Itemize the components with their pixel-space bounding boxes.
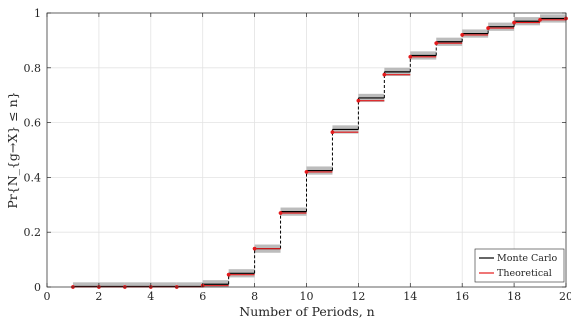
x-tick-label: 4	[147, 290, 154, 303]
theoretical-point	[356, 98, 361, 103]
monte-carlo-band	[176, 282, 203, 287]
theoretical-point	[434, 41, 439, 46]
monte-carlo-band	[124, 282, 151, 287]
legend-theoretical-label: Theoretical	[497, 268, 552, 279]
theoretical-point	[512, 20, 517, 25]
theoretical-point	[330, 130, 335, 135]
theoretical-point	[252, 246, 257, 251]
monte-carlo-band	[150, 282, 177, 287]
y-tick-label: 0.6	[24, 117, 42, 130]
theoretical-point	[304, 169, 309, 174]
x-tick-label: 10	[300, 290, 314, 303]
theoretical-point	[486, 26, 491, 31]
theoretical-point	[382, 72, 387, 77]
x-tick-label: 20	[559, 290, 571, 303]
y-tick-label: 1	[34, 7, 41, 20]
monte-carlo-band	[202, 280, 229, 287]
x-tick-label: 0	[44, 290, 51, 303]
y-tick-label: 0.4	[24, 171, 42, 184]
x-tick-label: 8	[251, 290, 258, 303]
theoretical-point	[538, 17, 542, 22]
legend-box	[474, 248, 565, 283]
theoretical-point	[408, 54, 413, 59]
confidence-bands	[72, 14, 566, 287]
x-tick-label: 6	[199, 290, 206, 303]
x-tick-label: 14	[403, 290, 417, 303]
theoretical-point	[460, 32, 465, 37]
y-tick-label: 0.8	[24, 62, 42, 75]
tick-labels: 0 2 4 6 8 10 12 14 16 18 20 0 0.2 0.4 0.6 0.8 1	[24, 7, 571, 303]
monte-carlo-band	[98, 282, 125, 287]
axes-layer	[46, 12, 567, 288]
legend: Monte Carlo Theoretical	[474, 248, 565, 283]
x-tick-label: 12	[351, 290, 365, 303]
x-tick-label: 18	[507, 290, 521, 303]
x-axis-title: Number of Periods, n	[239, 304, 374, 319]
y-tick-label: 0	[34, 281, 41, 294]
theoretical-point	[226, 272, 231, 277]
monte-carlo-band	[72, 282, 99, 287]
x-tick-label: 2	[95, 290, 102, 303]
series-layer	[71, 16, 568, 289]
grid-layer	[46, 12, 567, 288]
y-axis-title: Pr{N_{g→X} ≤ n}	[5, 91, 20, 208]
legend-monte-carlo-label: Monte Carlo	[497, 253, 558, 264]
theoretical-point	[278, 211, 283, 215]
x-tick-label: 16	[455, 290, 469, 303]
y-tick-label: 0.2	[24, 226, 42, 239]
